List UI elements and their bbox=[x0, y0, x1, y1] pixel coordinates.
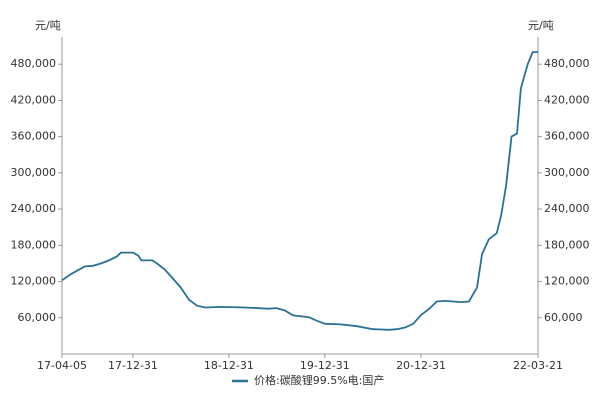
y2-tick-label: 240,000 bbox=[544, 202, 590, 215]
y-tick-label: 360,000 bbox=[11, 130, 57, 143]
x-tick-label: 22-03-21 bbox=[513, 359, 563, 372]
y-tick-label: 60,000 bbox=[18, 311, 57, 324]
x-tick-label: 17-04-05 bbox=[37, 359, 87, 372]
y-unit: 元/吨 bbox=[35, 19, 61, 32]
y-tick-label: 480,000 bbox=[11, 57, 57, 70]
x-tick-label: 18-12-31 bbox=[204, 359, 254, 372]
y-tick-label: 420,000 bbox=[11, 93, 57, 106]
y2-unit: 元/吨 bbox=[528, 19, 554, 32]
x-tick-label: 19-12-31 bbox=[300, 359, 350, 372]
y-tick-label: 120,000 bbox=[11, 275, 57, 288]
x-tick-label: 17-12-31 bbox=[108, 359, 158, 372]
x-tick-label: 20-12-31 bbox=[396, 359, 446, 372]
y-tick-label: 300,000 bbox=[11, 166, 57, 179]
y2-tick-label: 360,000 bbox=[544, 130, 590, 143]
line bbox=[61, 51, 538, 331]
y2-tick-label: 180,000 bbox=[544, 238, 590, 251]
y-tick-label: 180,000 bbox=[11, 238, 57, 251]
y2-tick-label: 480,000 bbox=[544, 57, 590, 70]
y2-tick-label: 60,000 bbox=[544, 311, 583, 324]
legend-label: 价格:碳酸锂99.5%电:国产 bbox=[254, 373, 384, 387]
y2-tick-label: 120,000 bbox=[544, 275, 590, 288]
y-tick-label: 240,000 bbox=[11, 202, 57, 215]
y2-tick-label: 420,000 bbox=[544, 93, 590, 106]
y2-tick-label: 300,000 bbox=[544, 166, 590, 179]
